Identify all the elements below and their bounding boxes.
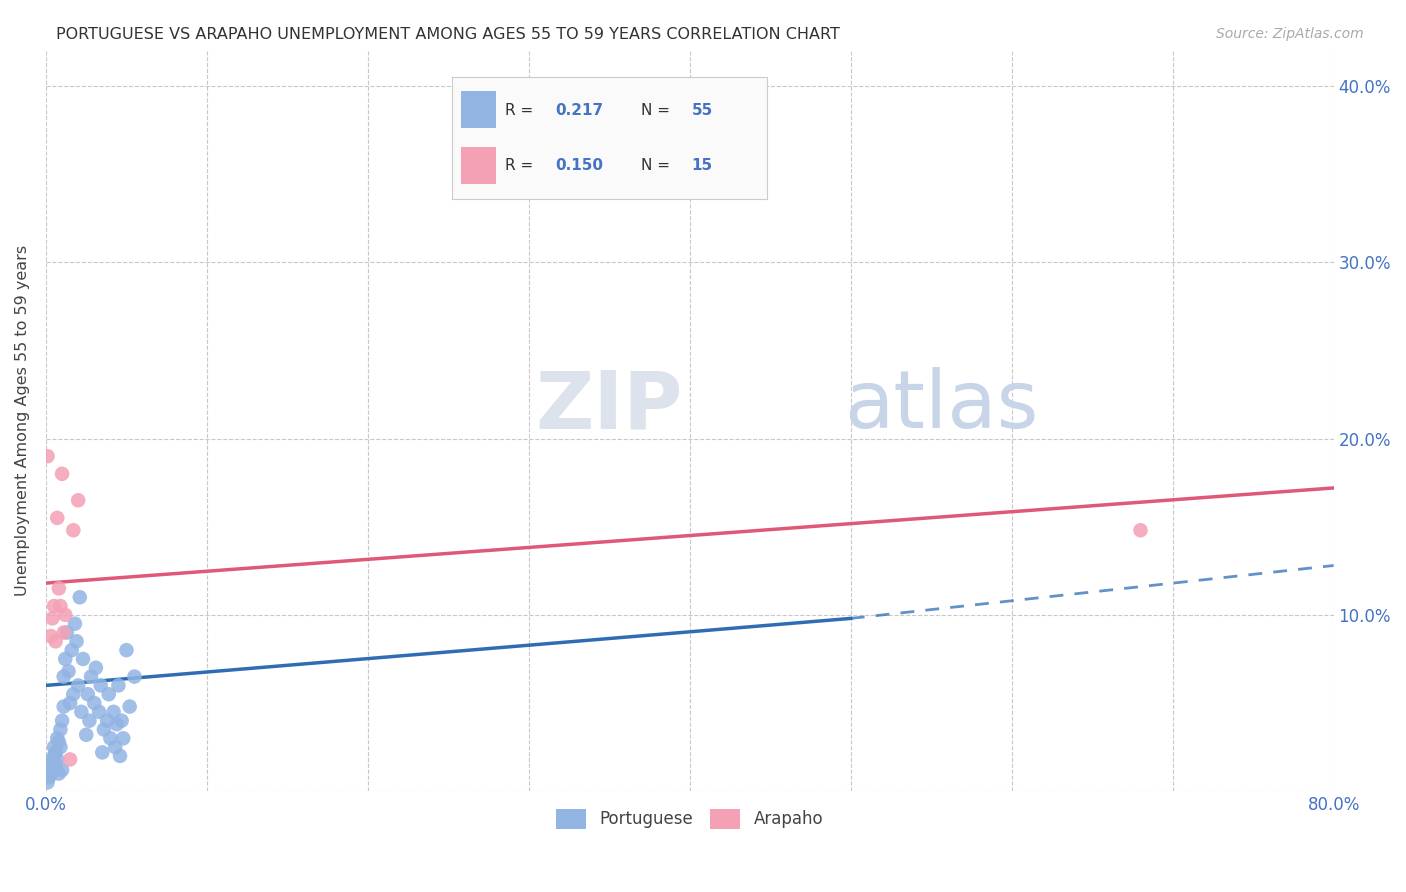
Point [97, 687, 120, 701]
Point [51, 714, 73, 728]
Point [42, 599, 65, 613]
Point [46, 511, 69, 525]
Legend: Portuguese, Arapaho: Portuguese, Arapaho [550, 802, 830, 836]
Point [104, 740, 127, 755]
Point [105, 717, 128, 731]
Point [52, 699, 75, 714]
Point [42, 740, 65, 755]
Point [41, 611, 63, 625]
Point [80, 670, 103, 684]
Point [65, 634, 87, 648]
Point [67, 493, 90, 508]
Point [49, 740, 72, 755]
Text: ZIP: ZIP [536, 368, 682, 445]
Point [62, 687, 84, 701]
Point [93, 723, 115, 737]
Text: PORTUGUESE VS ARAPAHO UNEMPLOYMENT AMONG AGES 55 TO 59 YEARS CORRELATION CHART: PORTUGUESE VS ARAPAHO UNEMPLOYMENT AMONG… [56, 27, 841, 42]
Point [59, 696, 82, 710]
Point [108, 748, 131, 763]
Point [51, 763, 73, 777]
Point [46, 752, 69, 766]
Point [60, 643, 83, 657]
Point [70, 705, 93, 719]
Point [91, 745, 114, 759]
Point [52, 625, 75, 640]
Point [52, 670, 75, 684]
Point [45, 634, 67, 648]
Point [112, 731, 135, 746]
Point [1129, 523, 1152, 537]
Point [38, 770, 60, 784]
Point [118, 699, 141, 714]
Point [96, 714, 118, 728]
Point [53, 652, 76, 666]
Point [111, 714, 134, 728]
Text: atlas: atlas [845, 368, 1039, 445]
Point [84, 661, 107, 675]
Point [48, 582, 70, 596]
Point [48, 735, 70, 749]
Point [76, 687, 98, 701]
Point [45, 757, 67, 772]
Point [107, 678, 129, 692]
Point [39, 629, 62, 643]
Point [87, 705, 110, 719]
Point [45, 745, 67, 759]
Point [53, 607, 76, 622]
Point [124, 670, 146, 684]
Point [56, 625, 79, 640]
Point [39, 766, 62, 780]
Point [75, 728, 97, 742]
Point [49, 599, 72, 613]
Point [103, 705, 125, 719]
Text: Source: ZipAtlas.com: Source: ZipAtlas.com [1216, 27, 1364, 41]
Point [37, 775, 59, 789]
Point [63, 616, 86, 631]
Y-axis label: Unemployment Among Ages 55 to 59 years: Unemployment Among Ages 55 to 59 years [15, 245, 30, 597]
Point [98, 731, 121, 746]
Point [58, 665, 80, 679]
Point [41, 763, 63, 777]
Point [46, 731, 69, 746]
Point [72, 652, 94, 666]
Point [39, 757, 62, 772]
Point [62, 523, 84, 537]
Point [51, 467, 73, 481]
Point [69, 591, 91, 605]
Point [42, 748, 65, 763]
Point [67, 678, 90, 692]
Point [41, 752, 63, 766]
Point [115, 643, 138, 657]
Point [37, 449, 59, 463]
Point [90, 678, 112, 692]
Point [48, 766, 70, 780]
Point [49, 723, 72, 737]
Point [79, 714, 101, 728]
Point [59, 752, 82, 766]
Point [83, 696, 105, 710]
